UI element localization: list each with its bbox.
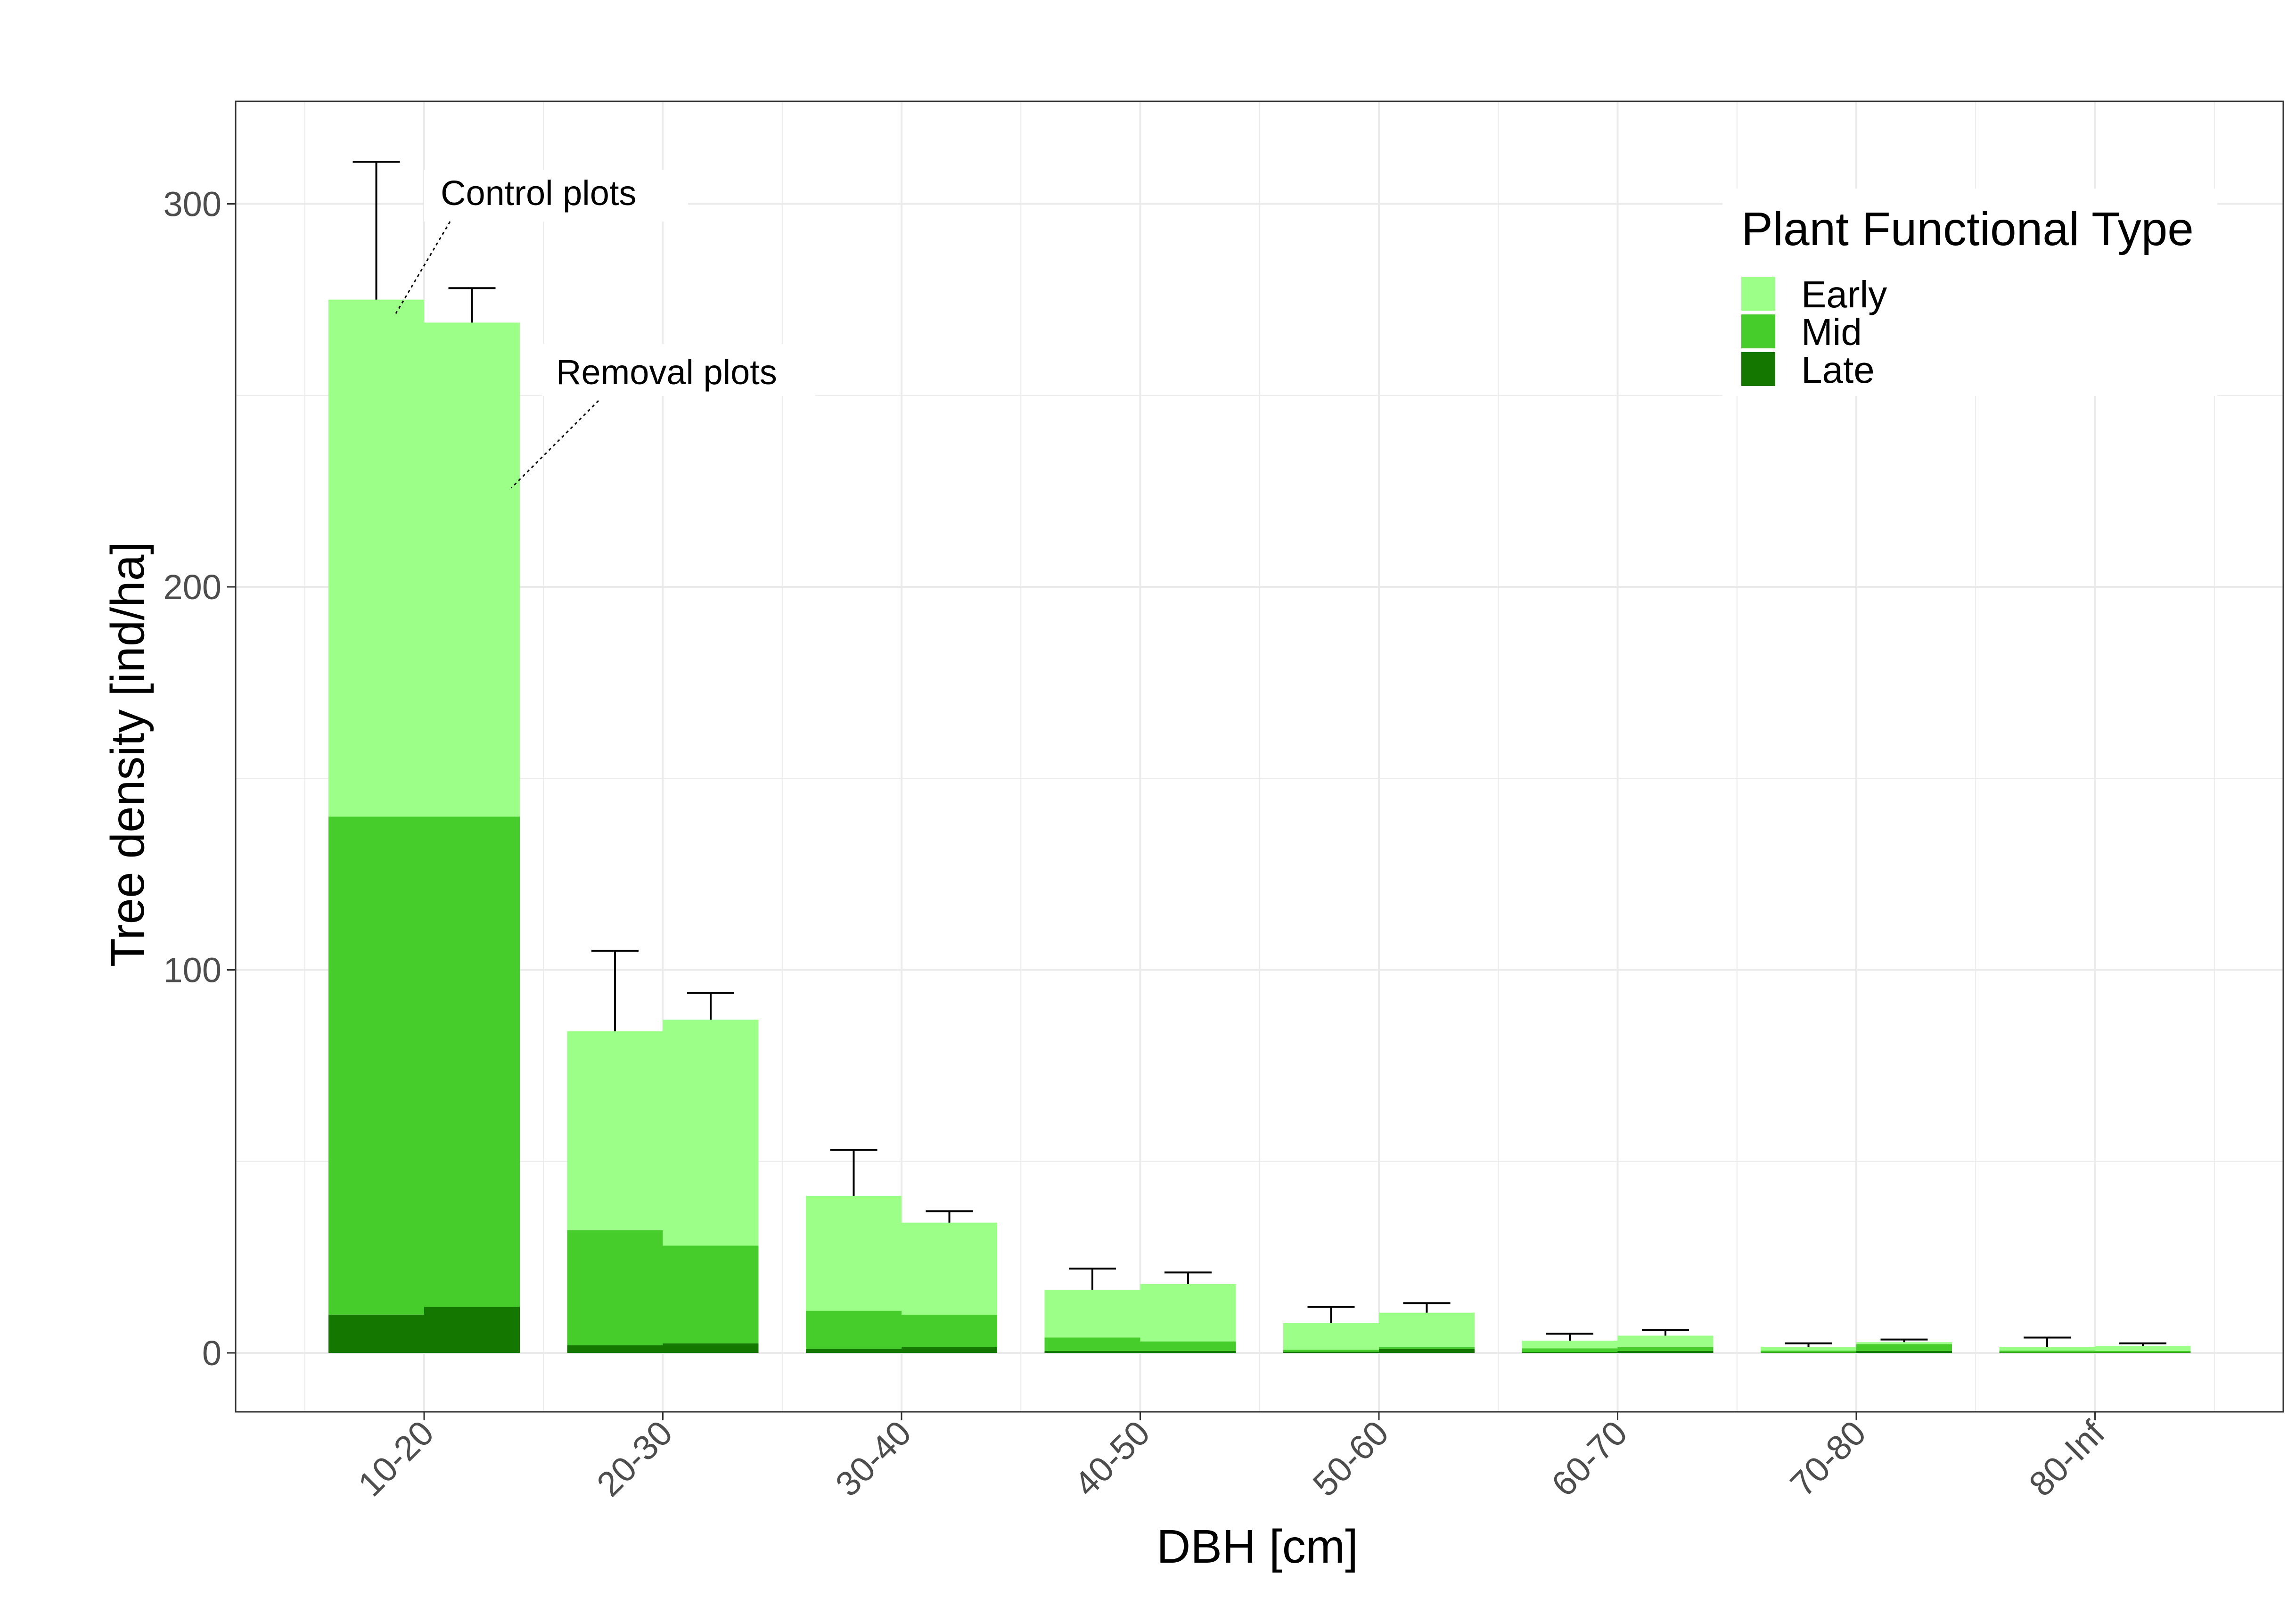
legend-background	[1722, 189, 2217, 396]
bar-late-40-50-group2	[1140, 1351, 1236, 1353]
y-tick-label: 0	[202, 1334, 221, 1373]
bar-early-20-30-group1	[567, 1031, 663, 1230]
bar-late-80-inf-group1	[1999, 1352, 2095, 1353]
annotation-leader-removal-plots	[510, 400, 599, 489]
bar-mid-70-80-group1	[1761, 1351, 1856, 1353]
plot-panel-border	[235, 100, 2284, 1413]
bar-late-40-50-group1	[1044, 1351, 1140, 1353]
error-bars	[353, 161, 2166, 1347]
bar-late-10-20-group1	[328, 1314, 424, 1353]
y-axis-title: Tree density [ind/ha]	[101, 542, 154, 967]
annotation-label-control-plots: Control plots	[441, 173, 636, 213]
bar-mid-60-70-group2	[1617, 1347, 1714, 1351]
bar-late-30-40-group1	[806, 1349, 902, 1353]
bar-mid-40-50-group1	[1044, 1337, 1140, 1351]
legend-key-late	[1741, 352, 1775, 386]
bar-early-70-80-group1	[1761, 1347, 1856, 1351]
legend-key-mid	[1741, 314, 1775, 348]
bar-early-50-60-group1	[1283, 1323, 1379, 1350]
bar-late-70-80-group1	[1761, 1352, 1856, 1353]
bar-mid-20-30-group1	[567, 1230, 663, 1345]
bar-mid-60-70-group1	[1522, 1348, 1618, 1352]
bar-mid-30-40-group2	[902, 1314, 997, 1347]
bar-late-60-70-group2	[1617, 1351, 1714, 1353]
annotation-background-control-plots	[424, 170, 688, 222]
legend-label-early: Early	[1801, 273, 1887, 315]
legend-label-late: Late	[1801, 349, 1875, 391]
bar-early-20-30-group2	[663, 1020, 759, 1246]
legend-key-early	[1741, 277, 1775, 311]
bar-mid-50-60-group2	[1379, 1347, 1475, 1349]
bar-late-50-60-group2	[1379, 1349, 1475, 1353]
bar-early-60-70-group2	[1617, 1335, 1714, 1347]
bars	[328, 299, 2191, 1353]
bar-late-70-80-group2	[1856, 1351, 1952, 1353]
bar-early-10-20-group1	[328, 299, 424, 817]
bar-early-40-50-group1	[1044, 1289, 1140, 1338]
bar-early-80-inf-group1	[1999, 1347, 2095, 1351]
bar-mid-70-80-group2	[1856, 1344, 1952, 1351]
annotation-label-removal-plots: Removal plots	[556, 353, 777, 392]
bar-late-80-inf-group2	[2095, 1352, 2191, 1353]
bar-late-10-20-group2	[424, 1307, 520, 1353]
bar-early-30-40-group1	[806, 1195, 902, 1311]
bar-early-60-70-group1	[1522, 1341, 1618, 1349]
bar-early-30-40-group2	[902, 1222, 997, 1315]
bar-early-10-20-group2	[424, 322, 520, 817]
bar-mid-30-40-group1	[806, 1310, 902, 1349]
bar-mid-10-20-group2	[424, 816, 520, 1307]
bar-mid-20-30-group2	[663, 1245, 759, 1343]
legend-title: Plant Functional Type	[1741, 203, 2194, 255]
annotations: Control plots Removal plots	[395, 170, 815, 489]
bar-late-30-40-group2	[902, 1347, 997, 1353]
bar-mid-80-inf-group1	[1999, 1351, 2095, 1353]
bar-early-50-60-group2	[1379, 1312, 1475, 1347]
legend-label-mid: Mid	[1801, 311, 1862, 353]
y-tick-label: 300	[164, 185, 221, 224]
bar-late-20-30-group1	[567, 1345, 663, 1353]
bar-late-50-60-group1	[1283, 1351, 1379, 1353]
legend: Plant Functional Type Early Mid Late	[1722, 189, 2217, 396]
bar-early-40-50-group2	[1140, 1284, 1236, 1342]
y-tick-label: 200	[164, 568, 221, 607]
bar-late-20-30-group2	[663, 1343, 759, 1353]
bar-early-70-80-group2	[1856, 1342, 1952, 1344]
bar-mid-80-inf-group2	[2095, 1351, 2191, 1353]
bar-mid-10-20-group1	[328, 816, 424, 1315]
bar-mid-40-50-group2	[1140, 1341, 1236, 1351]
bar-late-60-70-group1	[1522, 1352, 1618, 1353]
annotation-background-removal-plots	[542, 344, 815, 396]
x-axis-title: DBH [cm]	[1156, 1520, 1358, 1573]
bar-early-80-inf-group2	[2095, 1346, 2191, 1351]
y-tick-label: 100	[164, 951, 221, 990]
bar-mid-50-60-group1	[1283, 1350, 1379, 1352]
